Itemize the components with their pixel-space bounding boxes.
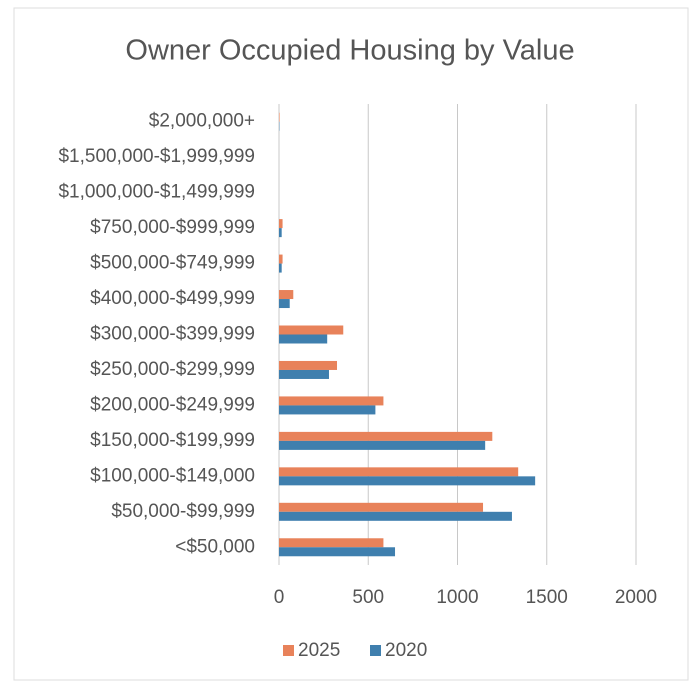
bar (279, 441, 485, 450)
legend-swatch (370, 645, 381, 656)
y-tick-label: $400,000-$499,999 (90, 288, 255, 309)
bar (279, 503, 483, 512)
bar (279, 290, 293, 299)
y-tick-label: $200,000-$249,999 (90, 394, 255, 415)
y-tick-label: $100,000-$149,000 (90, 465, 255, 486)
legend-swatch (283, 645, 294, 656)
bar (279, 326, 343, 335)
y-tick-label: $1,000,000-$1,499,999 (58, 182, 255, 203)
legend-label: 2020 (385, 640, 427, 661)
x-tick-label: 0 (274, 587, 285, 608)
legend-label: 2025 (298, 640, 340, 661)
bar (279, 255, 283, 264)
bar (279, 370, 329, 379)
y-tick-label: $750,000-$999,999 (90, 217, 255, 238)
bar (279, 264, 282, 273)
bar (279, 405, 375, 414)
x-tick-label: 1500 (526, 587, 568, 608)
x-tick-label: 500 (352, 587, 384, 608)
bar (279, 361, 337, 370)
x-tick-label: 2000 (615, 587, 657, 608)
bar (279, 432, 492, 441)
bar (279, 219, 283, 228)
y-tick-label: <$50,000 (175, 536, 255, 557)
bar (279, 335, 327, 344)
bar (279, 113, 280, 122)
y-tick-label: $150,000-$199,999 (90, 430, 255, 451)
bar (279, 396, 383, 405)
bar (279, 299, 290, 308)
bar (279, 228, 282, 237)
bar (279, 467, 518, 476)
y-tick-label: $500,000-$749,999 (90, 253, 255, 274)
bar (279, 476, 535, 485)
x-tick-label: 1000 (436, 587, 478, 608)
bar (279, 547, 395, 556)
y-tick-label: $300,000-$399,999 (90, 324, 255, 345)
y-tick-label: $50,000-$99,999 (111, 501, 255, 522)
bar (279, 512, 512, 521)
y-tick-label: $1,500,000-$1,999,999 (58, 146, 255, 167)
chart-title: Owner Occupied Housing by Value (125, 35, 574, 67)
bar (279, 538, 383, 547)
y-tick-label: $250,000-$299,999 (90, 359, 255, 380)
y-tick-label: $2,000,000+ (149, 111, 255, 132)
